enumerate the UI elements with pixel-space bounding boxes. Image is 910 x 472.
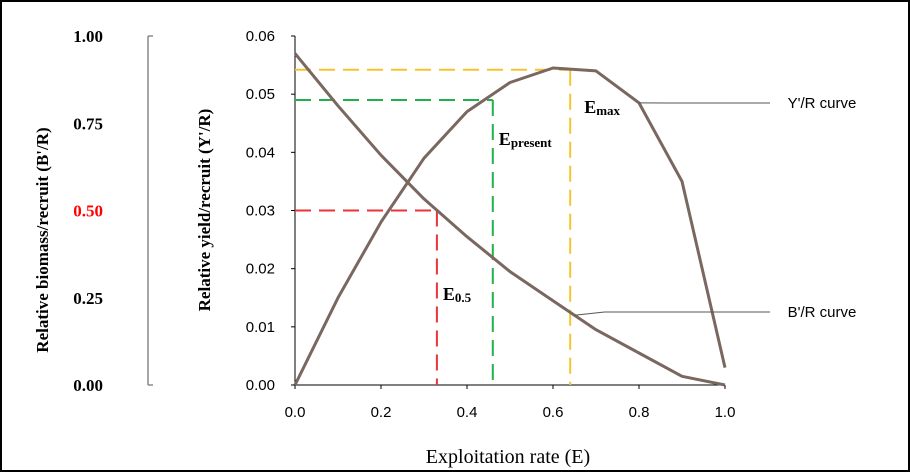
biomass-axis: 0.00 0.25 0.50 0.75 1.00 Relative biomass/re… [33,27,153,395]
curve-annotation-label: B'/R curve [788,304,857,321]
yield-axis-label: Relative yield/recruit (Y'/R) [195,109,214,312]
biomass-tick-label: 0.50 [73,202,103,221]
yield-tick-label: 0.00 [246,377,275,394]
biomass-tick-label: 0.00 [73,376,103,395]
ref-line-label: Epresent [499,129,553,150]
biomass-curve [293,52,726,387]
curves [293,52,727,387]
yield-tick-label: 0.03 [246,203,275,220]
x-tick-label: 0.8 [629,404,650,421]
reference-lines: E0.5 Epresent Emax [295,68,621,385]
yield-tick-label: 0.04 [246,144,275,161]
ref-line-label: E0.5 [443,284,472,305]
plot-axes: 0.00 0.01 0.02 0.03 0.04 0.05 0.06 0.0 0.2 0.4 0.… [195,28,735,468]
biomass-axis-label: Relative biomass/recruit (B'/R) [33,127,52,352]
x-tick-label: 0.0 [285,404,306,421]
x-tick-label: 0.6 [543,404,564,421]
biomass-tick-label: 0.75 [73,114,103,133]
ref-line-label: Emax [584,97,620,118]
x-tick-label: 0.2 [371,404,392,421]
biomass-tick-label: 0.25 [73,289,103,308]
curve-annotations: Y'/R curve B'/R curve [574,95,857,321]
yield-tick-label: 0.06 [246,28,275,45]
x-tick-label: 0.4 [457,404,478,421]
annotation-leader-line [574,311,770,316]
x-axis-label: Exploitation rate (E) [426,446,590,468]
x-tick-label: 1.0 [715,404,736,421]
yield-tick-label: 0.01 [246,319,275,336]
yield-tick-label: 0.05 [246,86,275,103]
curve-annotation-label: Y'/R curve [788,95,857,112]
biomass-tick-label: 1.00 [73,27,103,46]
yield-curve [293,66,727,386]
yield-tick-label: 0.02 [246,261,275,278]
